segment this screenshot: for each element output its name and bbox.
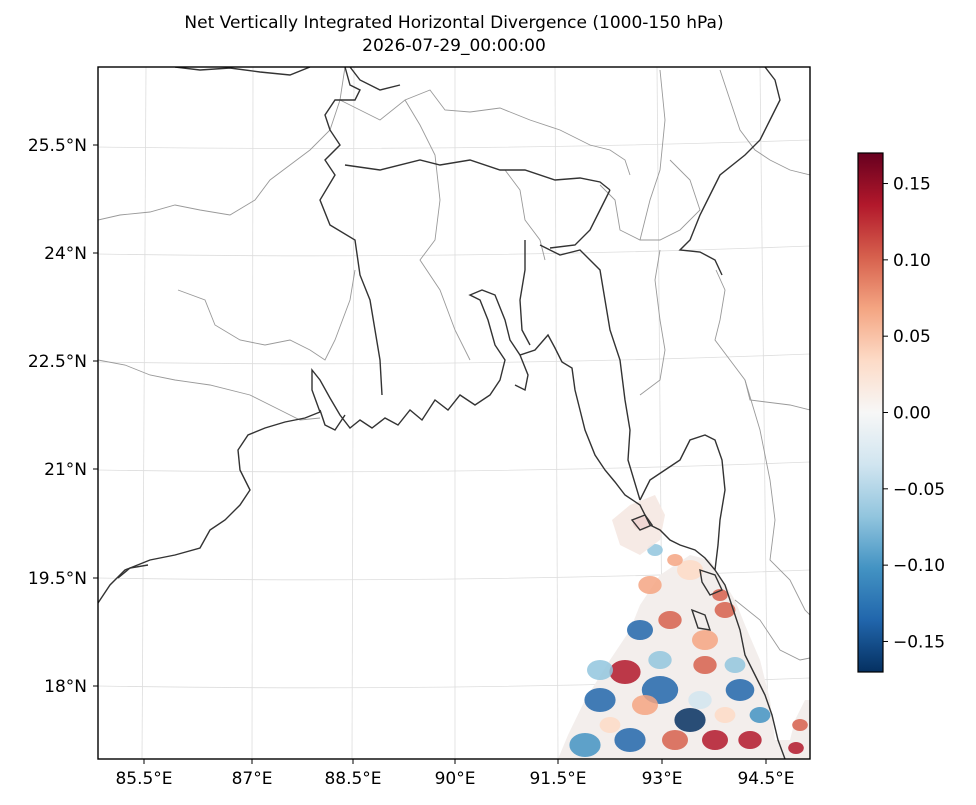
country-borders [98,67,810,661]
divergence-cell [627,620,653,640]
divergence-cell [584,688,616,712]
divergence-cell [688,691,712,709]
lon-tick-label: 88.5°E [324,769,381,789]
colorbar-tick-label: −0.15 [893,632,945,652]
coastline [98,67,786,759]
divergence-cell [632,695,658,715]
divergence-cell [693,656,717,674]
divergence-cell [609,660,641,684]
colorbar-gradient [857,152,884,673]
divergence-cell [658,611,682,629]
colorbar-tick-label: 0.05 [893,327,931,347]
divergence-cell [674,708,706,732]
lat-tick-label: 24°N [44,244,87,264]
divergence-cell [725,679,755,701]
gridlines [98,67,810,759]
divergence-cell [792,719,808,731]
divergence-cell [587,660,613,680]
divergence-cell [599,717,621,733]
longitude-ticks: 85.5°E 87°E 88.5°E 90°E 91.5°E 93°E 94.5°E [115,759,795,789]
figure-title: Net Vertically Integrated Horizontal Div… [184,13,724,33]
lon-tick-label: 94.5°E [737,769,794,789]
lat-tick-label: 21°N [44,460,87,480]
divergence-cell [638,576,662,594]
lat-tick-label: 25.5°N [28,136,87,156]
lat-tick-label: 18°N [44,677,87,697]
lon-tick-label: 91.5°E [529,769,586,789]
colorbar-tick-label: 0.15 [893,175,931,195]
figure-subtitle-timestamp: 2026-07-29_00:00:00 [362,36,546,56]
divergence-cell [647,544,663,556]
lat-tick-label: 19.5°N [28,569,87,589]
lon-tick-label: 93°E [642,769,683,789]
divergence-cell [667,554,683,566]
lon-tick-label: 85.5°E [115,769,172,789]
divergence-cell [714,602,736,618]
divergence-cell [614,728,646,752]
colorbar-tick-label: −0.10 [893,556,945,576]
divergence-field [558,495,810,759]
divergence-cell [662,730,688,750]
divergence-cell [749,707,771,723]
colorbar-tick-label: 0.10 [893,251,931,271]
divergence-cell [788,742,804,754]
lat-tick-label: 22.5°N [28,352,87,372]
divergence-cell [714,707,736,723]
divergence-cell [724,657,746,673]
divergence-cell [702,730,728,750]
lon-tick-label: 90°E [435,769,476,789]
map-frame [97,66,811,760]
colorbar-tick-label: −0.05 [893,480,945,500]
divergence-cell [738,731,762,749]
colorbar-ticks: 0.15 0.10 0.05 0.00 −0.05 −0.10 −0.15 [883,175,945,652]
divergence-cell [692,630,718,650]
lon-tick-label: 87°E [232,769,273,789]
colorbar: 0.15 0.10 0.05 0.00 −0.05 −0.10 −0.15 [857,152,945,673]
divergence-cell [648,651,672,669]
colorbar-tick-label: 0.00 [893,404,931,424]
divergence-cell [569,733,601,757]
divergence-cell [677,560,703,580]
latitude-ticks: 25.5°N 24°N 22.5°N 21°N 19.5°N 18°N [28,136,98,697]
